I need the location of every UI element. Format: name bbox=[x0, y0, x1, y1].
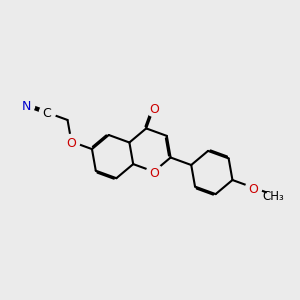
Text: N: N bbox=[22, 100, 31, 113]
Text: O: O bbox=[149, 103, 159, 116]
Text: O: O bbox=[149, 167, 159, 180]
Text: CH₃: CH₃ bbox=[263, 190, 285, 203]
Text: O: O bbox=[248, 182, 258, 196]
Text: C: C bbox=[43, 107, 51, 121]
Text: O: O bbox=[66, 136, 76, 150]
